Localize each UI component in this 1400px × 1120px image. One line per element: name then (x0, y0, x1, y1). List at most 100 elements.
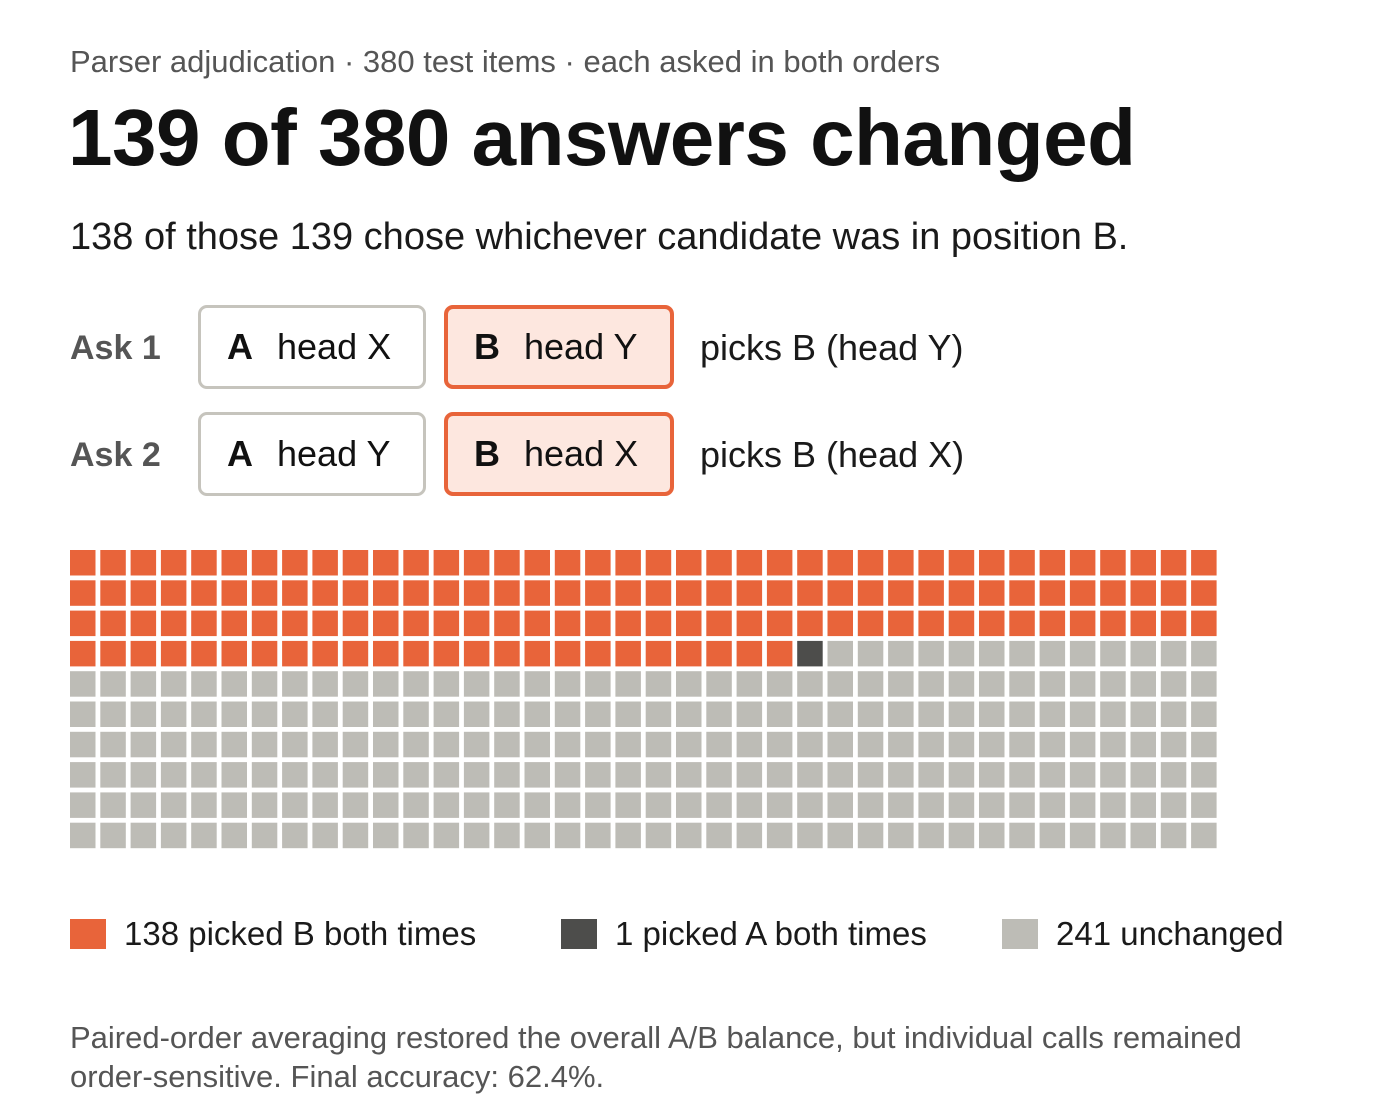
waffle-cell (373, 731, 399, 758)
waffle-cell (615, 610, 641, 637)
waffle-cell (585, 701, 611, 727)
waffle-cell (1039, 701, 1066, 727)
waffle-cell (70, 640, 96, 667)
waffle-cell (1069, 610, 1096, 637)
waffle-cell (554, 731, 581, 758)
waffle-cell (130, 640, 157, 667)
waffle-cell (130, 580, 157, 606)
waffle-cell (736, 580, 763, 606)
waffle-cell (524, 610, 550, 637)
waffle-cell (948, 731, 975, 758)
waffle-cell (221, 701, 247, 727)
waffle-cell (706, 822, 732, 849)
waffle-cell (403, 701, 429, 727)
waffle-cell (463, 701, 490, 727)
waffle-cell (706, 610, 732, 637)
waffle-cell (282, 580, 308, 606)
waffle-cell (1039, 822, 1066, 849)
waffle-cell (312, 640, 338, 667)
waffle-cell (645, 762, 672, 788)
waffle-cell (827, 550, 853, 576)
waffle-cell (948, 701, 975, 727)
waffle-cell (645, 550, 672, 576)
waffle-cell (160, 580, 187, 606)
waffle-cell (191, 640, 217, 667)
waffle-cell (100, 762, 126, 788)
candidate-position: A (227, 433, 253, 474)
waffle-cell (70, 550, 96, 576)
waffle-cell (403, 762, 429, 788)
waffle-cell (766, 610, 793, 637)
legend-label: 241 unchanged (1056, 915, 1284, 952)
waffle-cell (494, 792, 520, 818)
waffle-cell (1009, 671, 1035, 697)
waffle-cell (736, 610, 763, 637)
waffle-cell (130, 792, 157, 818)
waffle-cell (766, 762, 793, 788)
waffle-cell (494, 731, 520, 758)
waffle-cell (433, 701, 460, 727)
waffle-cell (1191, 762, 1217, 788)
waffle-cell (706, 550, 732, 576)
waffle-cell (130, 610, 157, 637)
waffle-cell (948, 550, 975, 576)
waffle-cell (857, 671, 884, 697)
waffle-cell (70, 610, 96, 637)
waffle-cell (645, 701, 672, 727)
waffle-cell (1009, 731, 1035, 758)
waffle-cell (342, 731, 369, 758)
waffle-cell (736, 731, 763, 758)
waffle-cell (1039, 550, 1066, 576)
waffle-cell (130, 550, 157, 576)
waffle-cell (797, 610, 823, 637)
waffle-cell (403, 640, 429, 667)
candidate-b-box: B head X (444, 412, 674, 496)
waffle-cell (554, 701, 581, 727)
waffle-cell (827, 822, 853, 849)
waffle-cell (403, 731, 429, 758)
waffle-cell (463, 792, 490, 818)
waffle-cell (827, 731, 853, 758)
waffle-cell (100, 792, 126, 818)
waffle-cell (797, 822, 823, 849)
waffle-cell (888, 762, 914, 788)
legend-swatch (1002, 919, 1038, 949)
waffle-cell (312, 762, 338, 788)
waffle-cell (373, 610, 399, 637)
waffle-cell (615, 822, 641, 849)
waffle-cell (1191, 580, 1217, 606)
waffle-cell (100, 610, 126, 637)
waffle-cell (676, 671, 702, 697)
waffle-cell (1039, 762, 1066, 788)
waffle-cell (766, 550, 793, 576)
waffle-cell (282, 762, 308, 788)
waffle-cell (1069, 701, 1096, 727)
waffle-cell (433, 792, 460, 818)
waffle-cell (251, 822, 278, 849)
waffle-cell (160, 731, 187, 758)
waffle-cell (70, 822, 96, 849)
waffle-cell (1100, 731, 1126, 758)
waffle-cell (554, 580, 581, 606)
waffle-cell (342, 822, 369, 849)
waffle-cell (736, 701, 763, 727)
waffle-cell (1130, 731, 1156, 758)
waffle-cell (585, 671, 611, 697)
waffle-cell (433, 640, 460, 667)
waffle-cell (403, 610, 429, 637)
candidate-a-box: A head X (198, 305, 426, 389)
waffle-cell (979, 550, 1005, 576)
waffle-cell (251, 550, 278, 576)
waffle-cell (282, 640, 308, 667)
waffle-cell (1009, 580, 1035, 606)
waffle-cell (827, 580, 853, 606)
waffle-cell (645, 671, 672, 697)
waffle-cell (676, 822, 702, 849)
waffle-cell (1039, 580, 1066, 606)
waffle-cell (160, 550, 187, 576)
waffle-cell (403, 550, 429, 576)
waffle-cell (251, 731, 278, 758)
waffle-cell (1009, 792, 1035, 818)
waffle-cell (494, 701, 520, 727)
waffle-cell (1130, 792, 1156, 818)
